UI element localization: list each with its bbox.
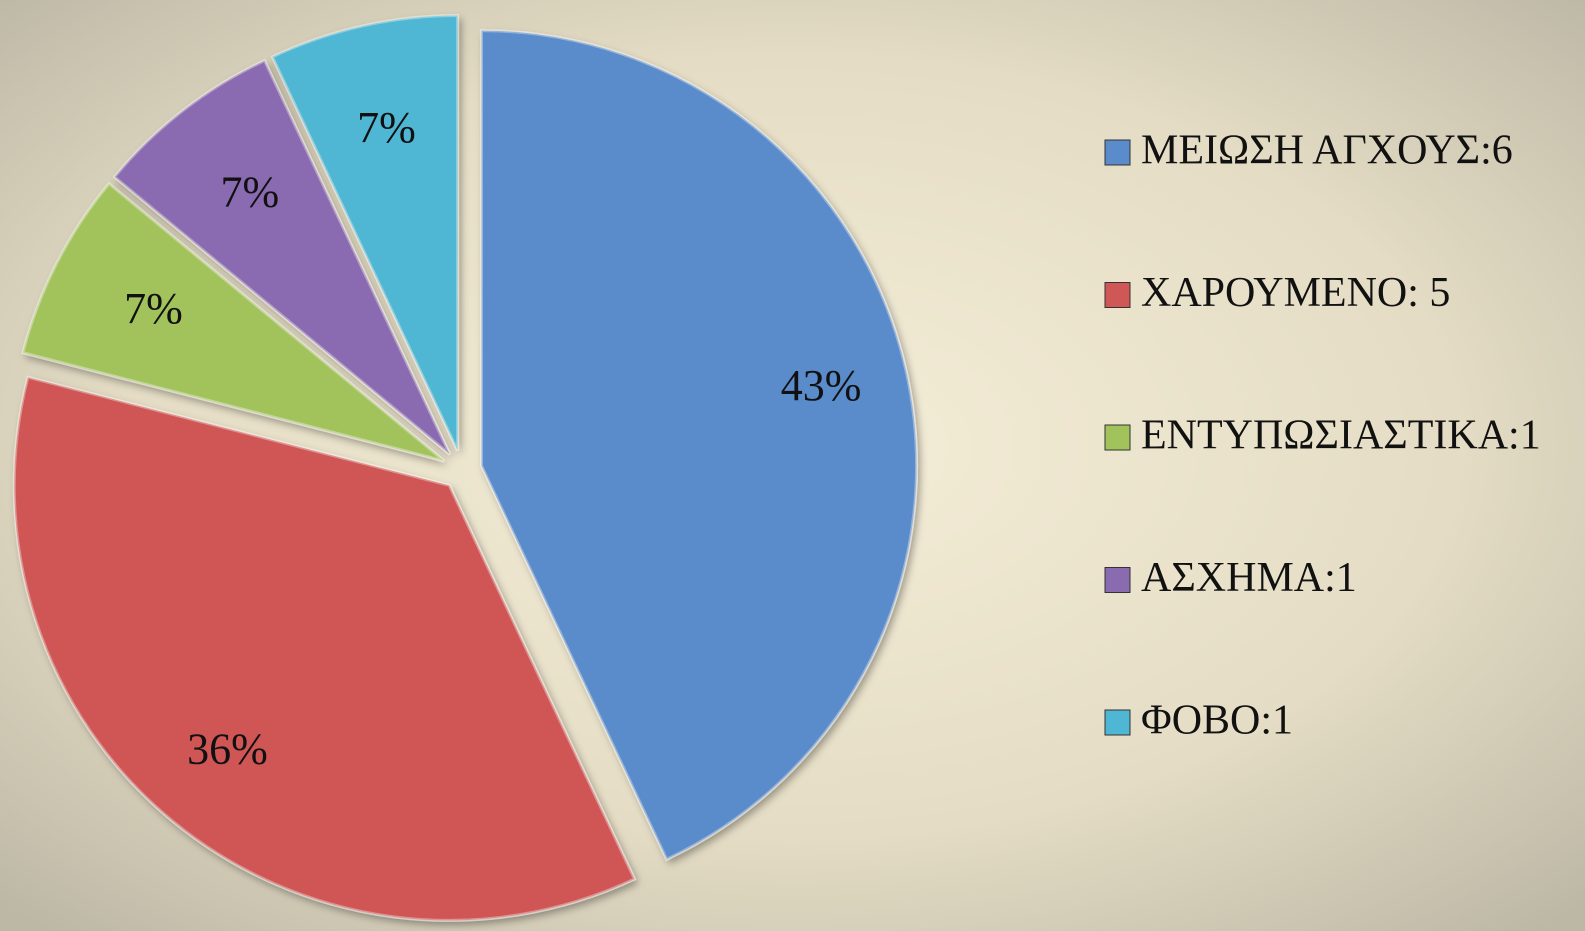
data-label: 36%	[187, 725, 268, 774]
data-label: 7%	[357, 103, 416, 152]
data-label: 43%	[781, 361, 862, 410]
legend-swatch	[1104, 139, 1131, 166]
legend: ΜΕΙΩΣΗ ΑΓΧΟΥΣ:6 ΧΑΡΟΥΜΕΝΟ: 5 ΕΝΤΥΠΩΣΙΑΣΤΙΚ…	[1104, 128, 1541, 744]
pie-slice	[12, 375, 637, 922]
legend-label: ΑΣΧΗΜΑ:1	[1141, 555, 1357, 601]
data-label: 7%	[220, 168, 279, 217]
legend-label: ΧΑΡΟΥΜΕΝΟ: 5	[1141, 270, 1450, 316]
legend-label: ΕΝΤΥΠΩΣΙΑΣΤΙΚΑ:1	[1141, 413, 1541, 459]
pie: 43% 36% 7% 7% 7%	[12, 13, 918, 922]
legend-label: ΦΟΒΟ:1	[1141, 698, 1293, 744]
legend-swatch	[1104, 709, 1131, 736]
pie-slice	[21, 181, 446, 463]
legend-swatch	[1104, 567, 1131, 593]
legend-swatch	[1104, 424, 1131, 451]
data-label: 7%	[124, 284, 183, 333]
pie-slice	[480, 29, 918, 862]
legend-label: ΜΕΙΩΣΗ ΑΓΧΟΥΣ:6	[1141, 128, 1513, 174]
pie-slice	[270, 13, 460, 452]
pie-slice	[112, 58, 452, 456]
legend-swatch	[1104, 282, 1131, 308]
